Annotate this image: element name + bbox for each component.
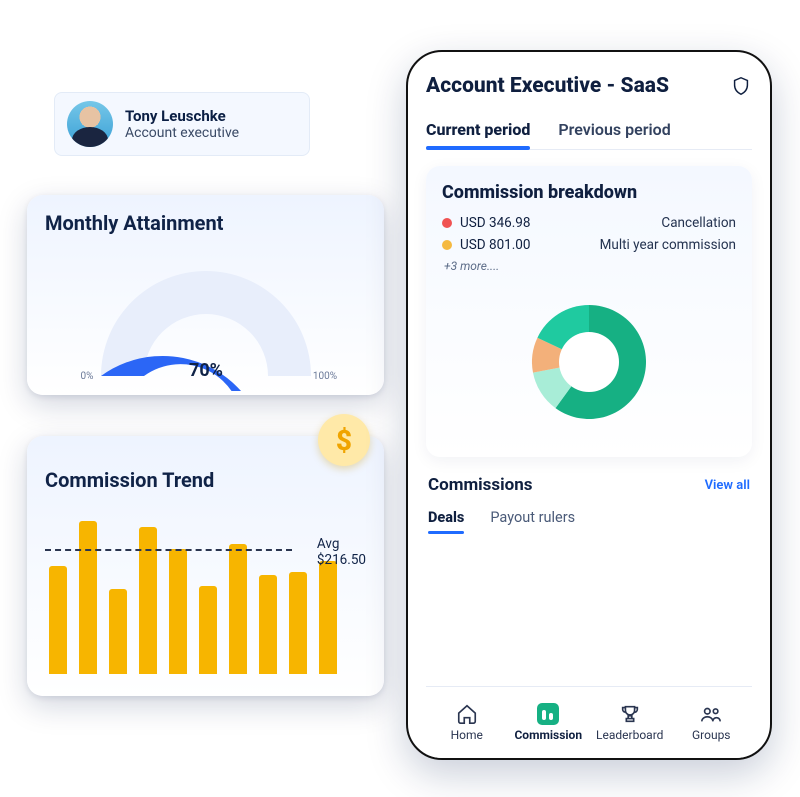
legend-item: USD 346.98Cancellation [442,215,736,231]
period-tabs: Current period Previous period [426,114,752,150]
subtab-payout-rulers[interactable]: Payout rulers [490,509,575,534]
nav-commission[interactable]: Commission [508,703,590,742]
home-icon [456,703,478,725]
nav-home[interactable]: Home [426,703,508,742]
svg-text:0%: 0% [80,371,93,382]
trend-avg-line [45,549,292,551]
commissions-title: Commissions [428,475,533,495]
user-name: Tony Leuschke [125,107,239,125]
breakdown-more[interactable]: +3 more.... [444,259,736,273]
groups-icon [700,703,722,725]
view-all-link[interactable]: View all [705,478,750,493]
trend-bar [289,572,307,674]
commissions-section: Commissions View all Deals Payout rulers [426,475,752,534]
trend-bar [79,521,97,674]
avatar [67,101,113,147]
nav-groups[interactable]: Groups [671,703,753,742]
trend-avg-label: Avg $216.50 [317,536,366,570]
monthly-attainment-card: Monthly Attainment 0%20%40%60%80%100%70% [27,195,384,395]
commission-trend-card: $ Commission Trend Avg $216.50 [27,436,384,696]
shield-icon [730,75,752,97]
trend-bar [109,589,127,674]
tab-current-period[interactable]: Current period [426,114,530,149]
breakdown-title: Commission breakdown [442,182,736,203]
user-role: Account executive [125,125,239,141]
mobile-preview: Account Executive - SaaS Current period … [406,50,772,760]
trend-bar [259,575,277,674]
trend-bar [169,549,187,674]
trophy-icon [619,703,641,725]
trend-bar [229,544,247,674]
attainment-gauge: 0%20%40%60%80%100%70% [45,241,366,391]
commission-icon [537,703,559,725]
attainment-title: Monthly Attainment [45,211,366,235]
trend-bar [49,566,67,674]
breakdown-donut [514,287,664,437]
trend-bar [199,586,217,674]
breakdown-legend: USD 346.98Cancellation USD 801.00Multi ye… [442,215,736,253]
dollar-icon: $ [318,414,370,466]
commission-breakdown-panel: Commission breakdown USD 346.98Cancellat… [426,166,752,457]
nav-leaderboard[interactable]: Leaderboard [589,703,671,742]
screen-title: Account Executive - SaaS [426,74,669,98]
trend-bar [319,561,337,674]
svg-text:70%: 70% [189,360,223,381]
svg-text:100%: 100% [312,371,336,382]
legend-item: USD 801.00Multi year commission [442,237,736,253]
trend-title: Commission Trend [45,468,366,492]
user-chip[interactable]: Tony Leuschke Account executive [54,92,310,156]
subtab-deals[interactable]: Deals [428,509,464,534]
trend-bars: Avg $216.50 [45,504,366,674]
tab-previous-period[interactable]: Previous period [558,114,670,149]
bottom-nav: Home Commission Leaderboard Groups [426,686,752,758]
